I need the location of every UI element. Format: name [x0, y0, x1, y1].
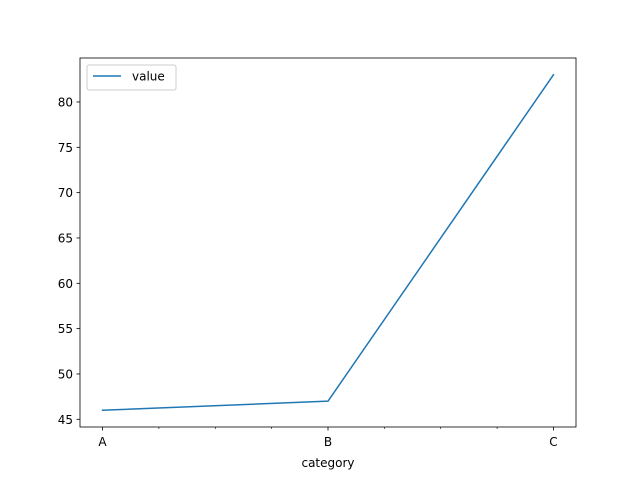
y-tick-label-75: 75	[58, 141, 73, 155]
y-tick-label-80: 80	[58, 95, 73, 109]
x-tick-label-A: A	[98, 435, 107, 449]
plot-area: A B C 45 50 55 60 65 70 75 80	[58, 57, 577, 449]
legend-box	[86, 64, 177, 91]
y-tick-label-45: 45	[58, 413, 73, 427]
series-line-value	[101, 73, 555, 412]
y-tick-label-65: 65	[58, 231, 73, 245]
legend-label: value	[132, 70, 165, 84]
y-tick-label-60: 60	[58, 277, 73, 291]
x-tick-label-B: B	[324, 435, 332, 449]
y-tick-label-70: 70	[58, 186, 73, 200]
y-tick-label-50: 50	[58, 367, 73, 381]
x-axis-label: category	[301, 456, 354, 470]
y-tick-label-55: 55	[58, 322, 73, 336]
x-tick-label-C: C	[549, 435, 557, 449]
legend: value	[86, 64, 177, 91]
